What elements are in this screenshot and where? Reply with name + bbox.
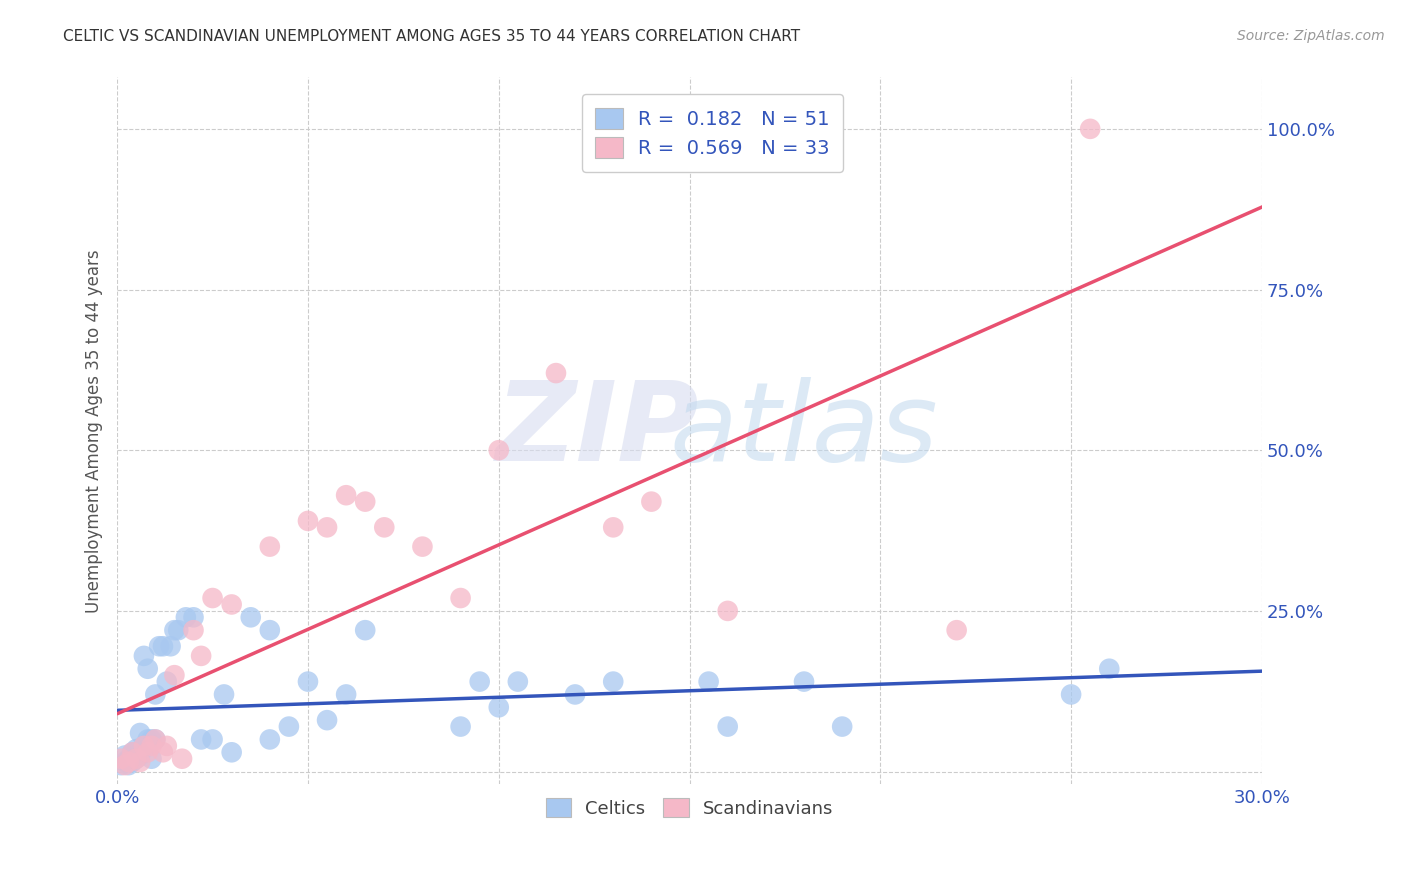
Point bbox=[121, 745, 143, 759]
Point bbox=[259, 732, 281, 747]
Point bbox=[121, 755, 143, 769]
Point bbox=[640, 494, 662, 508]
Point bbox=[239, 610, 262, 624]
Point bbox=[125, 742, 148, 756]
Point bbox=[945, 623, 967, 637]
Point bbox=[201, 732, 224, 747]
Point bbox=[163, 668, 186, 682]
Point bbox=[354, 494, 377, 508]
Point bbox=[170, 752, 193, 766]
Legend: Celtics, Scandinavians: Celtics, Scandinavians bbox=[538, 790, 841, 825]
Text: Source: ZipAtlas.com: Source: ZipAtlas.com bbox=[1237, 29, 1385, 43]
Point bbox=[141, 752, 163, 766]
Point bbox=[129, 755, 152, 769]
Point bbox=[373, 520, 395, 534]
Point bbox=[159, 639, 181, 653]
Point bbox=[141, 739, 163, 753]
Point bbox=[793, 674, 815, 689]
Point bbox=[156, 674, 179, 689]
Point bbox=[156, 739, 179, 753]
Point bbox=[132, 648, 155, 663]
Point bbox=[114, 748, 136, 763]
Point bbox=[488, 700, 510, 714]
Point bbox=[110, 758, 132, 772]
Point bbox=[506, 674, 529, 689]
Point bbox=[121, 745, 143, 759]
Point bbox=[602, 674, 624, 689]
Point bbox=[488, 443, 510, 458]
Text: CELTIC VS SCANDINAVIAN UNEMPLOYMENT AMONG AGES 35 TO 44 YEARS CORRELATION CHART: CELTIC VS SCANDINAVIAN UNEMPLOYMENT AMON… bbox=[63, 29, 800, 44]
Point bbox=[697, 674, 720, 689]
Point bbox=[277, 720, 299, 734]
Point bbox=[221, 598, 243, 612]
Point bbox=[152, 639, 174, 653]
Point bbox=[201, 591, 224, 605]
Point bbox=[411, 540, 433, 554]
Point bbox=[141, 732, 163, 747]
Point bbox=[143, 732, 166, 747]
Point bbox=[717, 720, 740, 734]
Point bbox=[1098, 662, 1121, 676]
Point bbox=[354, 623, 377, 637]
Point bbox=[335, 488, 357, 502]
Point bbox=[316, 713, 339, 727]
Point bbox=[468, 674, 491, 689]
Point bbox=[117, 755, 139, 769]
Point bbox=[167, 623, 190, 637]
Point bbox=[259, 623, 281, 637]
Point bbox=[114, 758, 136, 772]
Point bbox=[450, 720, 472, 734]
Point bbox=[259, 540, 281, 554]
Point bbox=[335, 688, 357, 702]
Point bbox=[221, 745, 243, 759]
Point bbox=[125, 752, 148, 766]
Point bbox=[450, 591, 472, 605]
Point bbox=[831, 720, 853, 734]
Point bbox=[174, 610, 197, 624]
Y-axis label: Unemployment Among Ages 35 to 44 years: Unemployment Among Ages 35 to 44 years bbox=[86, 249, 103, 613]
Point bbox=[602, 520, 624, 534]
Point bbox=[1060, 688, 1083, 702]
Point bbox=[152, 745, 174, 759]
Point bbox=[1078, 121, 1101, 136]
Point bbox=[129, 726, 152, 740]
Point bbox=[125, 752, 148, 766]
Point bbox=[190, 648, 212, 663]
Text: atlas: atlas bbox=[669, 377, 938, 484]
Point bbox=[148, 639, 170, 653]
Point bbox=[114, 755, 136, 769]
Point bbox=[183, 623, 205, 637]
Point bbox=[129, 748, 152, 763]
Point bbox=[564, 688, 586, 702]
Point bbox=[117, 752, 139, 766]
Point bbox=[183, 610, 205, 624]
Point bbox=[143, 688, 166, 702]
Point bbox=[190, 732, 212, 747]
Point bbox=[212, 688, 235, 702]
Point bbox=[132, 739, 155, 753]
Point bbox=[297, 514, 319, 528]
Text: ZIP: ZIP bbox=[496, 377, 700, 484]
Point bbox=[316, 520, 339, 534]
Point bbox=[143, 732, 166, 747]
Point bbox=[544, 366, 567, 380]
Point bbox=[297, 674, 319, 689]
Point bbox=[110, 752, 132, 766]
Point bbox=[717, 604, 740, 618]
Point bbox=[163, 623, 186, 637]
Point bbox=[117, 758, 139, 772]
Point bbox=[132, 739, 155, 753]
Point bbox=[136, 662, 159, 676]
Point bbox=[136, 732, 159, 747]
Point bbox=[136, 745, 159, 759]
